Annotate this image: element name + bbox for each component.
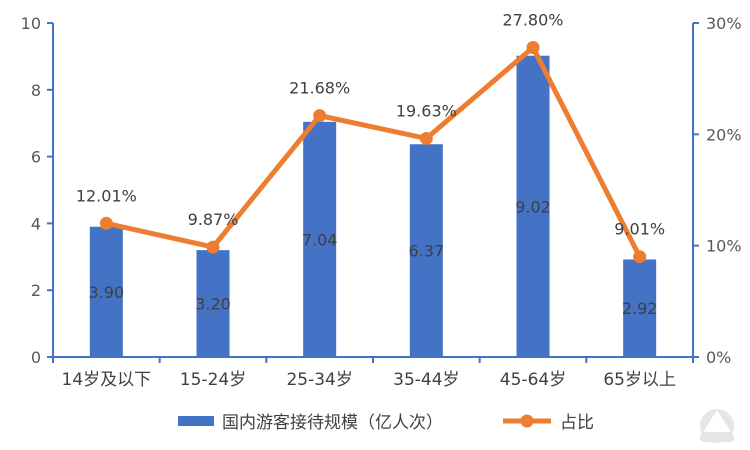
bars xyxy=(89,55,657,358)
line-point xyxy=(419,131,433,145)
line-point xyxy=(526,40,540,54)
left-tick-label: 6 xyxy=(31,148,41,167)
bar-value-label: 2.92 xyxy=(622,299,658,318)
bar xyxy=(623,259,657,357)
x-tick-label: 65岁以上 xyxy=(603,370,676,390)
left-tick-label: 10 xyxy=(21,14,41,33)
legend-line-label: 占比 xyxy=(560,413,594,433)
legend-bar-label: 国内游客接待规模（亿人次） xyxy=(222,413,443,433)
line-point xyxy=(633,250,647,264)
right-tick-label: 0% xyxy=(706,348,731,367)
right-tick-label: 20% xyxy=(706,125,742,144)
bar xyxy=(196,250,230,357)
bar-value-label: 6.37 xyxy=(409,242,445,261)
legend-bar-swatch xyxy=(178,416,214,426)
x-tick-label: 25-34岁 xyxy=(286,370,352,390)
x-tick-label: 35-44岁 xyxy=(393,370,459,390)
line-point xyxy=(206,240,220,254)
line-value-label: 9.01% xyxy=(614,220,665,239)
x-tick-label: 15-24岁 xyxy=(180,370,246,390)
bar xyxy=(89,226,123,357)
x-tick-label: 14岁及以下 xyxy=(62,370,152,390)
bar xyxy=(303,121,337,357)
left-tick-label: 8 xyxy=(31,81,41,100)
bar xyxy=(409,144,443,357)
data-labels: 3.90 3.20 7.04 6.37 9.02 2.92 12.01% 9.87% 21.68… xyxy=(76,10,665,318)
line-value-label: 9.87% xyxy=(188,210,239,229)
line-value-label: 19.63% xyxy=(396,101,457,120)
x-tick-label: 45-64岁 xyxy=(500,370,566,390)
line-series xyxy=(99,40,647,264)
axes: 0 2 4 6 8 10 0% 10% 20% 30% 14岁及以下 15-24岁 25-34岁 35-4… xyxy=(21,14,742,390)
bar-value-label: 3.90 xyxy=(89,283,125,302)
line-path xyxy=(105,44,642,258)
right-tick-label: 30% xyxy=(706,14,742,33)
left-tick-label: 2 xyxy=(31,281,41,300)
line-value-label: 21.68% xyxy=(289,79,350,98)
left-tick-label: 4 xyxy=(31,214,41,233)
line-point xyxy=(99,216,113,230)
bar xyxy=(516,55,550,358)
right-tick-label: 10% xyxy=(706,237,742,256)
bar-value-label: 7.04 xyxy=(302,230,338,249)
line-value-label: 12.01% xyxy=(76,186,137,205)
left-tick-label: 0 xyxy=(31,348,41,367)
legend: 国内游客接待规模（亿人次） 占比 xyxy=(178,413,594,433)
bar-value-label: 3.20 xyxy=(195,295,231,314)
bar-value-label: 9.02 xyxy=(515,197,551,216)
legend-line-marker xyxy=(520,414,534,428)
line-value-label: 27.80% xyxy=(502,10,563,29)
watermark-logo xyxy=(700,409,734,443)
line-point xyxy=(313,109,327,123)
